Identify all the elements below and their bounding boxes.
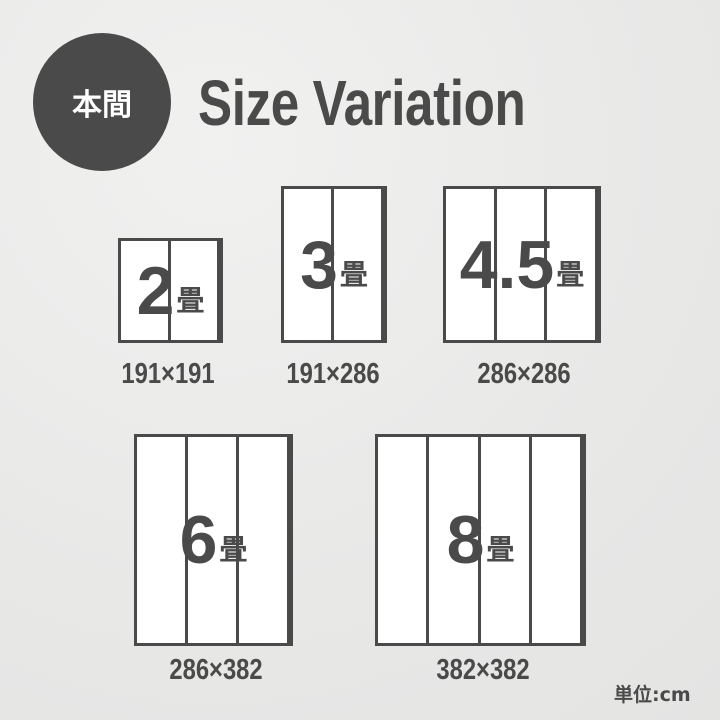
mat-panel [334,189,384,340]
mat-size-number: 4.5 [459,226,555,303]
mat-size-unit: 畳 [486,533,515,566]
tatami-mat-4-5: 4.5 畳 [443,186,601,343]
mat-panel [378,437,430,643]
mat-size-unit: 畳 [339,257,368,291]
mat-panel [121,241,171,340]
mat-size-unit: 畳 [556,257,585,291]
mat-panel [171,241,220,340]
badge-label: 本間 [72,88,132,123]
mat-size-number: 2 [136,252,175,329]
mat-panel [547,189,599,340]
mat-panel [446,189,497,340]
mat-dimensions: 382×382 [436,654,530,686]
mat-panel [497,189,548,340]
mat-panel [532,437,583,643]
mat-size-number: 8 [446,502,485,578]
mat-panel [188,437,239,643]
page-title: Size Variation [198,67,526,139]
mat-panel [284,189,334,340]
mat-panel [137,437,188,643]
mat-dimensions: 191×191 [121,358,215,390]
mat-size-unit: 畳 [219,533,248,566]
mat-panel [481,437,532,643]
unit-note: 単位:cm [614,684,691,706]
mat-dimensions: 191×286 [286,358,380,390]
mat-size-number: 3 [300,226,338,303]
mat-panel [239,437,290,643]
mat-size-label: 4.5 畳 [446,189,598,340]
mat-panel [429,437,481,643]
mat-dimensions: 286×382 [169,654,263,686]
mat-size-number: 6 [179,502,218,578]
mat-dimensions: 286×286 [477,358,571,390]
category-badge: 本間 [33,33,171,171]
mat-size-unit: 畳 [176,283,205,317]
